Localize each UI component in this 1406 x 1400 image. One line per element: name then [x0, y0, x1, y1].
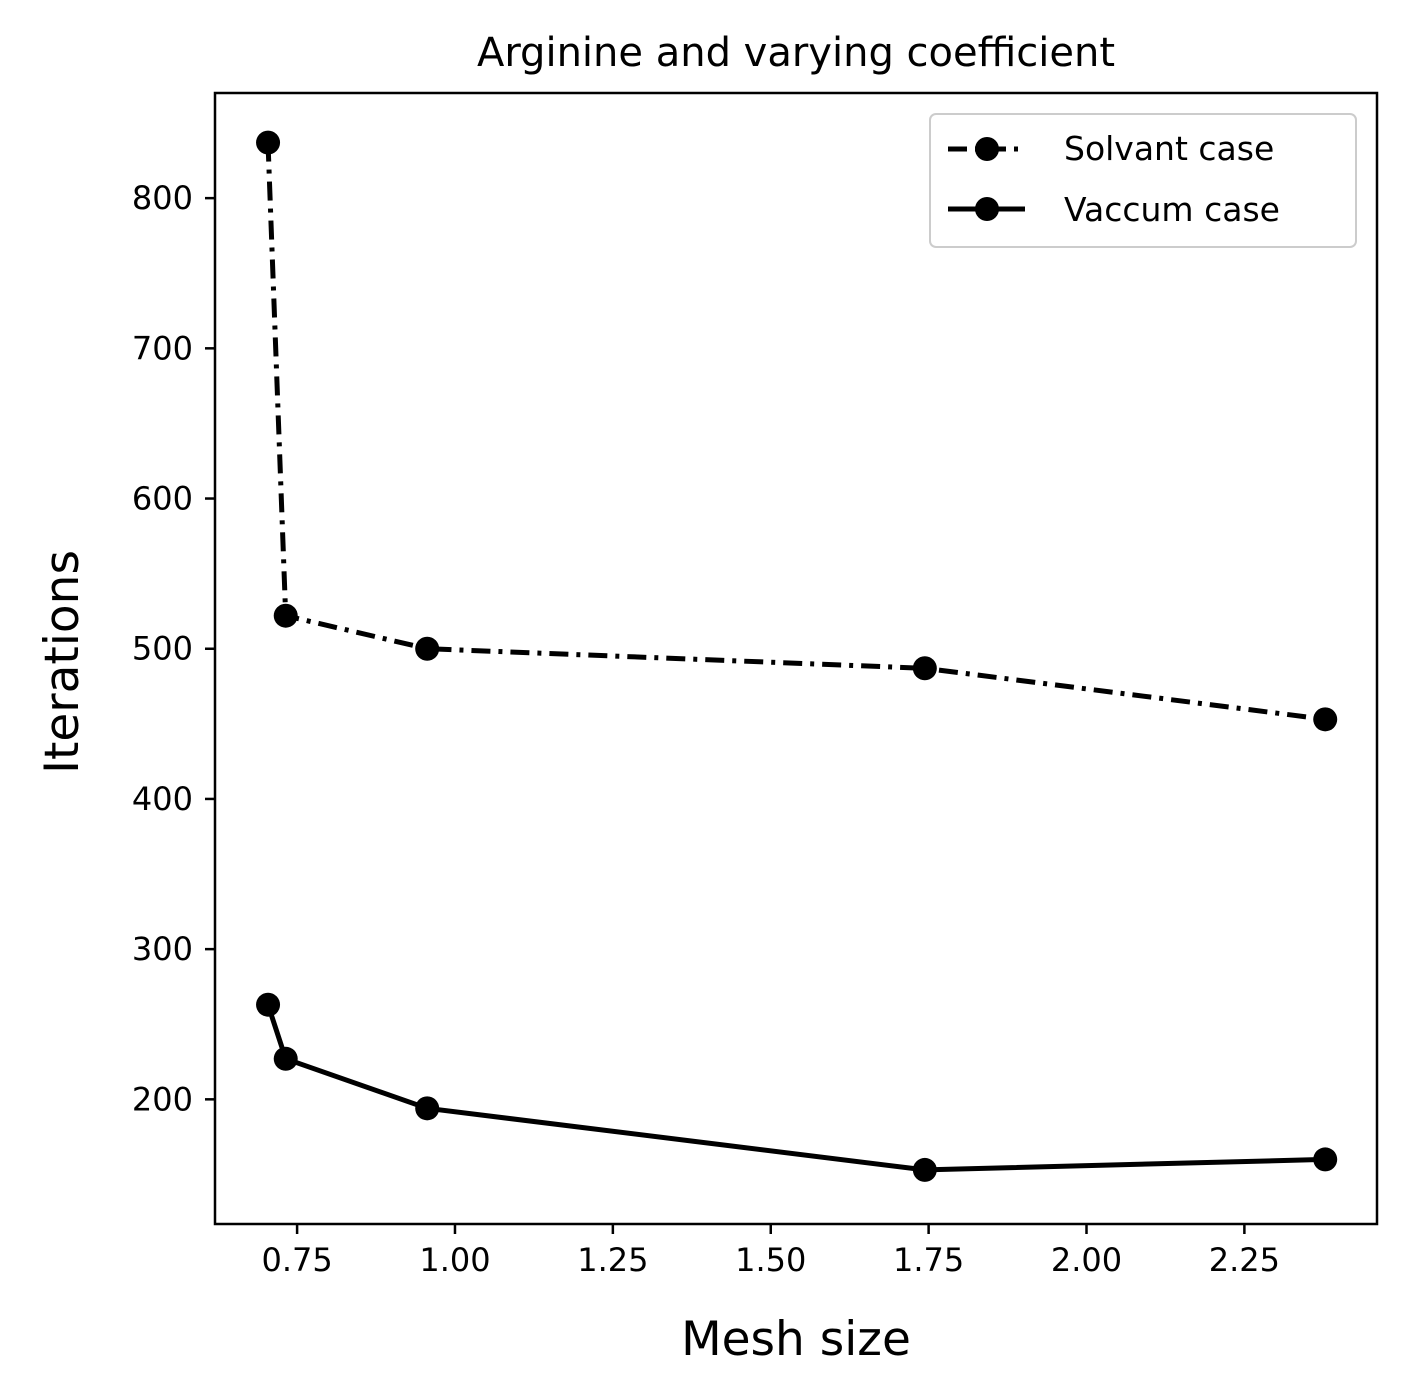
y-tick-label: 600 — [132, 480, 193, 518]
x-tick-label: 1.25 — [577, 1241, 648, 1279]
y-tick-label: 200 — [132, 1080, 193, 1118]
x-tick-label: 2.25 — [1209, 1241, 1280, 1279]
legend-marker-vaccum — [975, 197, 999, 221]
data-point-solvant-case — [273, 603, 298, 628]
legend-box — [929, 113, 1357, 248]
series-line-vaccum-case — [265, 1003, 1326, 1173]
x-tick-label: 2.00 — [1051, 1241, 1122, 1279]
y-tick-label: 500 — [132, 630, 193, 668]
data-point-solvant-case — [912, 656, 937, 681]
y-axis-label: Iterations — [35, 550, 90, 774]
legend-label-vaccum: Vaccum case — [1064, 190, 1280, 229]
x-tick-label: 1.00 — [419, 1241, 490, 1279]
x-axis-label: Mesh size — [681, 1312, 911, 1367]
legend: Solvant case Vaccum case — [929, 113, 1357, 248]
series-markers — [256, 130, 1338, 1182]
data-point-solvant-case — [256, 130, 281, 155]
y-tick-label: 300 — [132, 930, 193, 968]
chart-title: Arginine and varying coefficient — [477, 30, 1115, 76]
data-point-solvant-case — [415, 636, 440, 661]
x-tick-label: 1.50 — [735, 1241, 806, 1279]
data-point-vaccum-case — [912, 1157, 937, 1182]
data-point-vaccum-case — [415, 1096, 440, 1121]
legend-label-solvant: Solvant case — [1064, 129, 1274, 168]
x-tick-label: 0.75 — [261, 1241, 332, 1279]
data-point-solvant-case — [1313, 707, 1338, 732]
legend-marker-solvant — [975, 137, 999, 161]
plot-area-frame — [213, 91, 1379, 1226]
axis-ticks: 0.75 1.00 1.25 1.50 1.75 2.00 2.25 200 300 400 500… — [132, 179, 1280, 1279]
data-point-vaccum-case — [256, 992, 281, 1017]
data-point-vaccum-case — [273, 1046, 298, 1071]
y-tick-label: 400 — [132, 780, 193, 818]
data-point-vaccum-case — [1313, 1147, 1338, 1172]
x-tick-label: 1.75 — [893, 1241, 964, 1279]
y-tick-label: 800 — [132, 179, 193, 217]
y-tick-label: 700 — [132, 329, 193, 367]
series-line-solvant-case — [265, 142, 1326, 722]
